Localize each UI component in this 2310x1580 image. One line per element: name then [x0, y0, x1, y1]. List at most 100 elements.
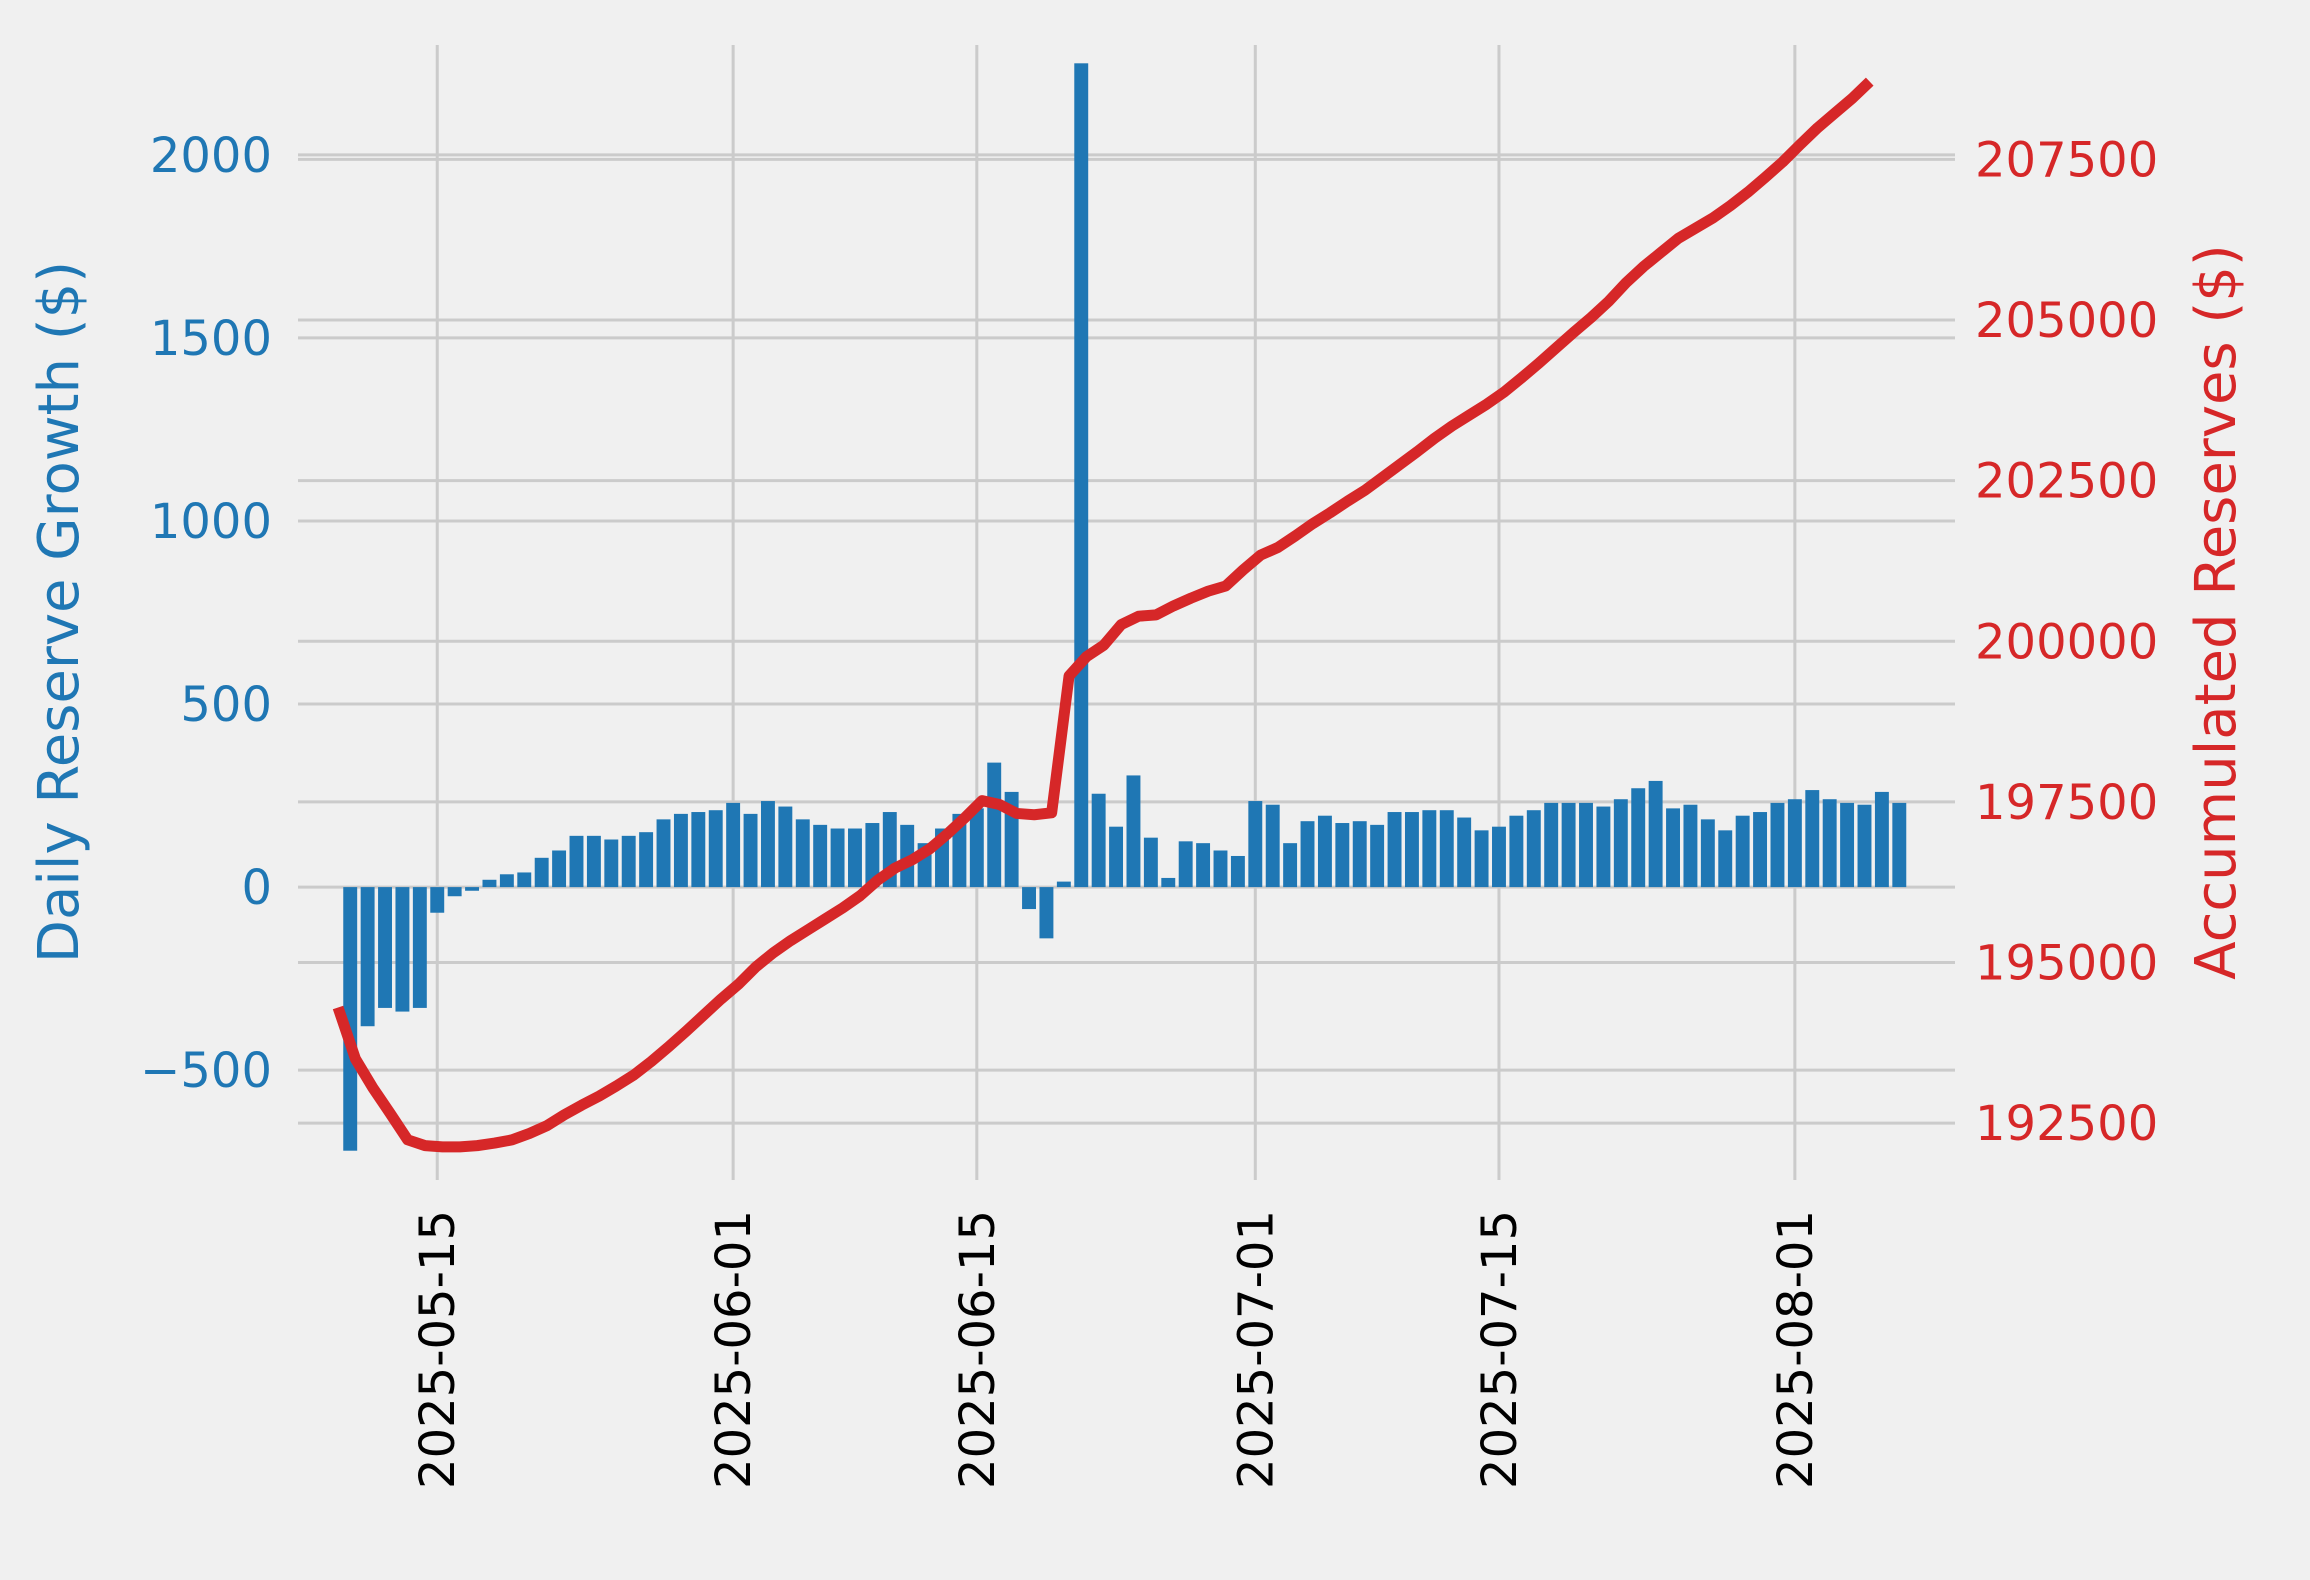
- bar: [1613, 799, 1628, 888]
- bar: [795, 819, 810, 888]
- bar: [343, 887, 358, 1151]
- bar: [499, 874, 514, 888]
- bar: [1840, 802, 1855, 888]
- bar: [1822, 799, 1837, 888]
- bar: [1213, 850, 1228, 888]
- bar: [969, 808, 984, 888]
- bar: [900, 824, 915, 888]
- bar: [569, 835, 584, 888]
- bar: [848, 828, 862, 888]
- bar: [1561, 802, 1576, 888]
- bar: [1300, 821, 1315, 888]
- bar: [1805, 790, 1820, 888]
- bar: [1143, 837, 1158, 888]
- bar: [1753, 812, 1768, 888]
- bar: [395, 887, 410, 1012]
- bar: [430, 887, 445, 913]
- x-axis-ticks: 2025-05-15 2025-06-01 2025-06-15 2025-07-01…: [410, 1210, 1824, 1489]
- bar: [412, 887, 427, 1008]
- left-tick-label: 2000: [150, 128, 272, 184]
- left-tick-label: 1500: [150, 311, 272, 367]
- right-tick-label: 205000: [1975, 293, 2158, 349]
- bar: [1596, 806, 1611, 888]
- accumulated-reserves-line-layer: [332, 77, 1874, 1153]
- bar: [517, 872, 532, 888]
- bar: [639, 832, 654, 888]
- bar: [1474, 830, 1489, 888]
- bar: [1230, 855, 1245, 888]
- right-tick-label: 197500: [1975, 775, 2158, 831]
- bar: [552, 850, 567, 888]
- bar: [1874, 791, 1889, 888]
- left-tick-label: 500: [180, 677, 272, 733]
- vertical-gridlines: [435, 45, 1797, 1180]
- bar: [1544, 802, 1559, 888]
- bar: [465, 887, 480, 891]
- bar: [621, 835, 636, 888]
- right-tick-label: 192500: [1975, 1096, 2158, 1152]
- right-tick-label: 195000: [1975, 936, 2158, 992]
- bar: [1509, 815, 1524, 888]
- bar: [1787, 799, 1802, 888]
- bar: [1892, 802, 1907, 888]
- bar: [1526, 810, 1541, 888]
- bar: [1700, 819, 1715, 888]
- bar: [604, 839, 619, 888]
- left-axis-label: Daily Reserve Growth ($): [27, 261, 92, 963]
- x-tick-label: 2025-07-01: [1228, 1210, 1284, 1489]
- bar: [1335, 823, 1350, 888]
- daily-growth-bars: [343, 63, 1907, 1151]
- bar: [1439, 810, 1454, 888]
- bar: [1109, 826, 1124, 888]
- bar: [1039, 887, 1054, 939]
- bar: [987, 762, 1002, 888]
- bar: [360, 887, 375, 1027]
- x-tick-label: 2025-06-15: [950, 1210, 1006, 1489]
- left-tick-label: 1000: [150, 494, 272, 550]
- left-tick-label: 0: [241, 860, 272, 916]
- left-axis-ticks: −500 0 500 1000 1500 2000: [140, 128, 272, 1099]
- accumulated-reserves-line: [332, 77, 1874, 1153]
- right-axis-label: Accumulated Reserves ($): [2184, 244, 2249, 979]
- bar: [1161, 877, 1176, 888]
- bar: [1631, 788, 1646, 888]
- bar: [1370, 824, 1385, 888]
- bar: [1683, 804, 1698, 888]
- x-tick-label: 2025-07-15: [1472, 1210, 1528, 1489]
- bar: [1718, 830, 1733, 888]
- bar: [673, 813, 688, 888]
- bar: [760, 801, 775, 888]
- bar: [1178, 841, 1193, 888]
- bar: [1770, 802, 1785, 888]
- bar: [1648, 780, 1663, 888]
- horizontal-gridlines: [298, 153, 1955, 1125]
- x-tick-label: 2025-06-01: [706, 1210, 762, 1489]
- bar: [813, 824, 828, 888]
- bar: [1492, 826, 1506, 888]
- bar: [1735, 815, 1750, 888]
- bar: [1857, 804, 1872, 888]
- bar: [1056, 881, 1071, 888]
- bar: [1265, 804, 1280, 888]
- bar: [656, 819, 671, 888]
- bar: [1126, 775, 1141, 888]
- bar: [447, 887, 462, 897]
- bar: [1196, 843, 1211, 888]
- bar: [534, 857, 549, 888]
- bar: [778, 806, 793, 888]
- bar: [1074, 63, 1089, 888]
- right-axis-ticks: 192500 195000 197500 200000 202500 205000 2075…: [1975, 132, 2158, 1152]
- bar: [726, 802, 741, 888]
- bar: [1022, 887, 1036, 910]
- right-tick-label: 202500: [1975, 454, 2158, 510]
- bar: [1404, 812, 1419, 888]
- bar: [830, 828, 845, 888]
- right-tick-label: 200000: [1975, 614, 2158, 670]
- bar: [1283, 843, 1298, 888]
- bar: [1579, 802, 1593, 888]
- bar: [1248, 801, 1263, 888]
- x-tick-label: 2025-08-01: [1768, 1210, 1824, 1489]
- bar: [1091, 793, 1106, 888]
- x-tick-label: 2025-05-15: [410, 1210, 466, 1489]
